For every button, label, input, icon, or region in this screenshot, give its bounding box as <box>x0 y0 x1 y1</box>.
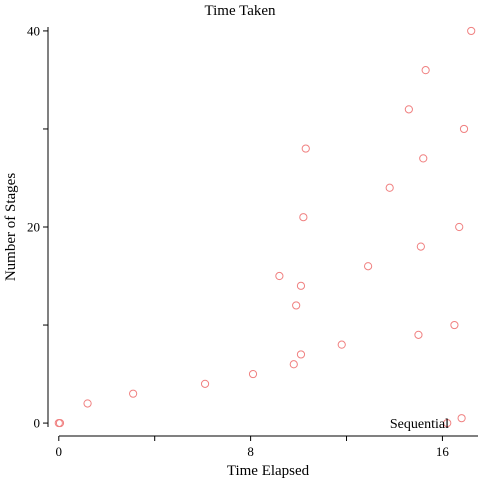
data-point <box>130 390 137 397</box>
data-point <box>417 243 424 250</box>
y-tick-label: 0 <box>34 416 41 431</box>
data-point <box>422 67 429 74</box>
data-points <box>55 27 475 426</box>
data-point <box>293 302 300 309</box>
y-tick-label: 20 <box>27 220 40 235</box>
x-axis-ticks: 0 8 16 <box>56 436 450 459</box>
data-point <box>297 282 304 289</box>
data-point <box>458 415 465 422</box>
data-point <box>276 272 283 279</box>
data-point <box>249 370 256 377</box>
x-axis-label: Time Elapsed <box>227 463 310 479</box>
data-point <box>365 263 372 270</box>
data-point <box>420 155 427 162</box>
x-tick-label: 8 <box>247 444 254 459</box>
data-point <box>456 223 463 230</box>
y-tick-label: 40 <box>27 23 40 38</box>
data-point <box>290 361 297 368</box>
data-point <box>386 184 393 191</box>
data-point <box>451 321 458 328</box>
data-point <box>415 331 422 338</box>
data-point <box>201 380 208 387</box>
data-point <box>460 125 467 132</box>
data-point <box>302 145 309 152</box>
data-point <box>338 341 345 348</box>
data-point <box>468 27 475 34</box>
x-tick-label: 16 <box>436 444 450 459</box>
data-point <box>300 214 307 221</box>
data-point <box>84 400 91 407</box>
legend-label: Sequential <box>390 417 449 432</box>
data-point <box>405 106 412 113</box>
y-axis-ticks: 0 20 40 <box>27 23 48 430</box>
chart-title: Time Taken <box>204 3 276 19</box>
x-tick-label: 0 <box>56 444 63 459</box>
y-axis-label: Number of Stages <box>3 173 19 281</box>
data-point <box>297 351 304 358</box>
